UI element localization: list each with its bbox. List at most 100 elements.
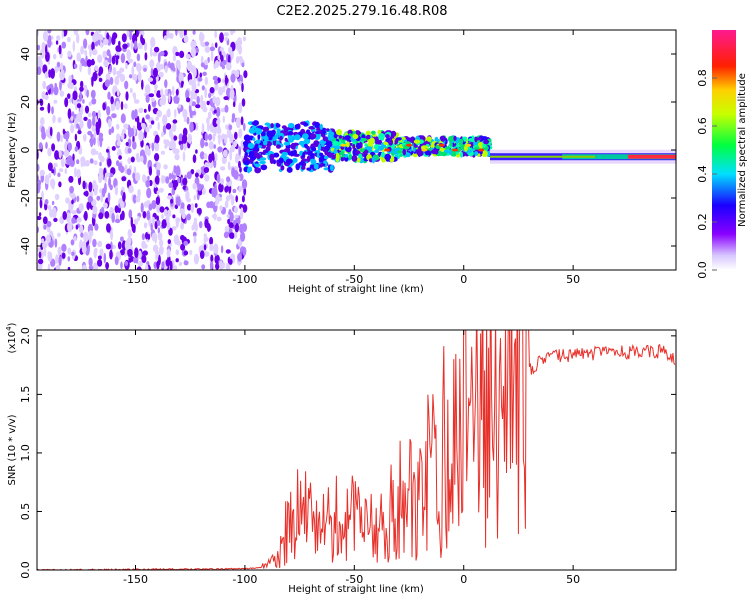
noise-cell — [106, 49, 111, 57]
noise-cell — [222, 149, 228, 158]
noise-cell — [174, 153, 180, 161]
noise-cell — [156, 110, 162, 118]
noise-cell — [79, 86, 84, 92]
noise-cell — [165, 123, 172, 130]
noise-cell — [83, 116, 88, 121]
noise-cell — [189, 121, 194, 133]
noise-cell — [213, 159, 217, 169]
noise-cell — [93, 160, 98, 166]
noise-cell — [114, 205, 119, 214]
noise-cell — [114, 185, 119, 196]
noise-cell — [48, 172, 52, 179]
noise-cell — [133, 40, 138, 50]
peak-cell — [452, 148, 458, 152]
noise-cell — [178, 72, 184, 83]
signal-cell — [295, 163, 301, 171]
noise-cell — [111, 146, 116, 151]
noise-cell — [155, 116, 159, 121]
noise-cell — [201, 187, 206, 195]
signal-cell — [453, 135, 457, 141]
noise-cell — [194, 203, 198, 208]
noise-cell — [163, 164, 168, 170]
noise-cell — [192, 221, 198, 230]
noise-cell — [133, 61, 137, 68]
signal-cell — [255, 139, 261, 144]
noise-cell — [181, 213, 186, 220]
noise-cell — [49, 178, 56, 188]
line-mid — [562, 154, 676, 160]
signal-cell — [335, 129, 343, 136]
noise-cell — [154, 83, 158, 90]
noise-cell — [238, 56, 243, 62]
noise-cell — [115, 100, 120, 111]
noise-cell — [182, 151, 186, 162]
noise-cell — [212, 117, 218, 128]
noise-cell — [224, 74, 228, 86]
signal-cell — [352, 133, 359, 140]
y-tick-label: 2.0 — [19, 327, 32, 345]
signal-cell — [431, 148, 438, 155]
signal-cell — [413, 139, 421, 144]
noise-cell — [203, 167, 210, 173]
noise-cell — [103, 59, 109, 67]
signal-cell — [243, 160, 251, 165]
noise-cell — [166, 109, 171, 118]
noise-cell — [207, 133, 213, 141]
noise-cell — [223, 231, 229, 239]
noise-cell — [58, 149, 62, 159]
noise-cell — [51, 169, 55, 174]
signal-cell — [377, 145, 384, 151]
noise-cell — [62, 128, 66, 135]
signal-cell — [375, 139, 381, 146]
signal-cell — [288, 122, 295, 129]
noise-cell — [97, 259, 103, 267]
noise-cell — [144, 84, 151, 95]
noise-cell — [208, 153, 213, 163]
noise-cell — [53, 162, 58, 168]
noise-cell — [69, 185, 74, 194]
noise-cell — [97, 54, 103, 63]
signal-cell — [430, 143, 436, 149]
noise-cell — [149, 59, 155, 69]
noise-cell — [103, 38, 109, 46]
noise-cell — [156, 168, 161, 177]
noise-cell — [132, 227, 136, 233]
noise-cell — [37, 163, 40, 172]
noise-cell — [99, 167, 104, 178]
noise-cell — [84, 49, 88, 56]
noise-cell — [154, 141, 160, 152]
noise-cell — [112, 66, 117, 76]
noise-cell — [165, 176, 170, 184]
noise-cell — [45, 45, 48, 55]
noise-cell — [42, 30, 49, 42]
noise-cell — [201, 123, 205, 134]
noise-cell — [67, 108, 72, 120]
noise-cell — [161, 261, 165, 269]
chart-title: C2E2.2025.279.16.48.R08 — [276, 4, 447, 19]
noise-cell — [62, 43, 66, 48]
noise-cell — [168, 172, 173, 180]
noise-cell — [200, 55, 204, 65]
noise-cell — [130, 216, 133, 228]
noise-cell — [230, 73, 236, 83]
noise-cell — [194, 172, 199, 178]
noise-cell — [183, 118, 187, 122]
noise-cell — [173, 179, 177, 191]
noise-cell — [220, 178, 225, 185]
x-tick-label: 50 — [566, 273, 580, 286]
noise-cell — [98, 30, 102, 34]
noise-cell — [165, 258, 171, 267]
noise-cell — [104, 79, 111, 87]
noise-cell — [145, 94, 150, 104]
x-tick-label: -100 — [232, 573, 257, 586]
signal-cell — [276, 144, 281, 149]
noise-cell — [105, 262, 109, 270]
signal-cell — [358, 153, 363, 159]
noise-cell — [188, 79, 194, 86]
noise-cell — [111, 113, 117, 119]
noise-cell — [155, 196, 161, 205]
signal-cell — [371, 156, 376, 164]
signal-cell — [313, 140, 320, 148]
noise-cell — [79, 62, 82, 73]
signal-cell — [326, 128, 330, 132]
